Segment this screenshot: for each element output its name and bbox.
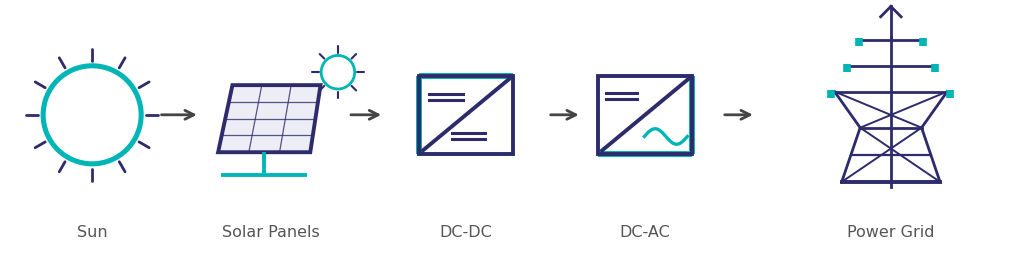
Text: DC-DC: DC-DC xyxy=(439,225,493,240)
Bar xyxy=(419,76,513,154)
Text: DC-AC: DC-AC xyxy=(620,225,671,240)
Bar xyxy=(598,76,692,154)
Text: Solar Panels: Solar Panels xyxy=(222,225,321,240)
Text: Power Grid: Power Grid xyxy=(847,225,935,240)
Text: Sun: Sun xyxy=(77,225,108,240)
Polygon shape xyxy=(218,85,321,152)
